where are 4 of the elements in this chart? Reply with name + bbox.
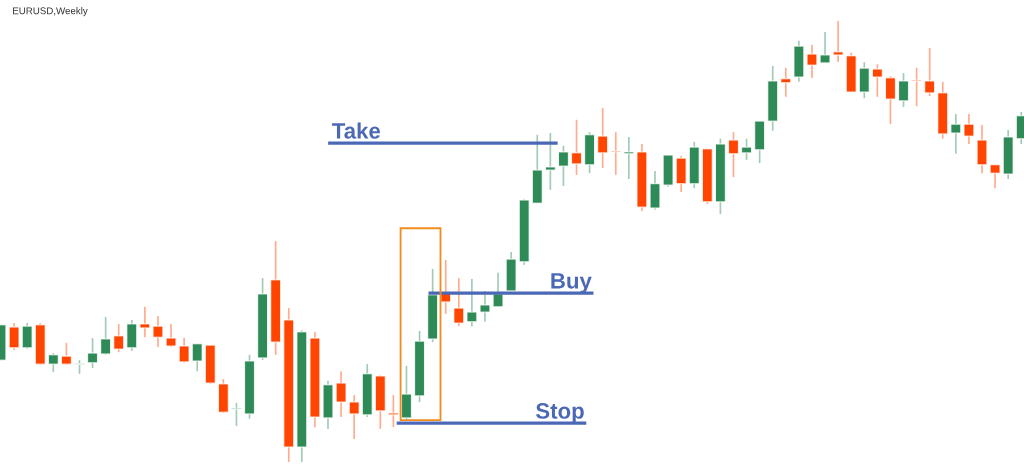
text: EURUSD,Weekly (13, 7, 88, 17)
ref-line-label: Buy (551, 273, 592, 294)
ref-line-label: Stop (535, 403, 584, 424)
ref-line-label: Take (332, 122, 381, 139)
